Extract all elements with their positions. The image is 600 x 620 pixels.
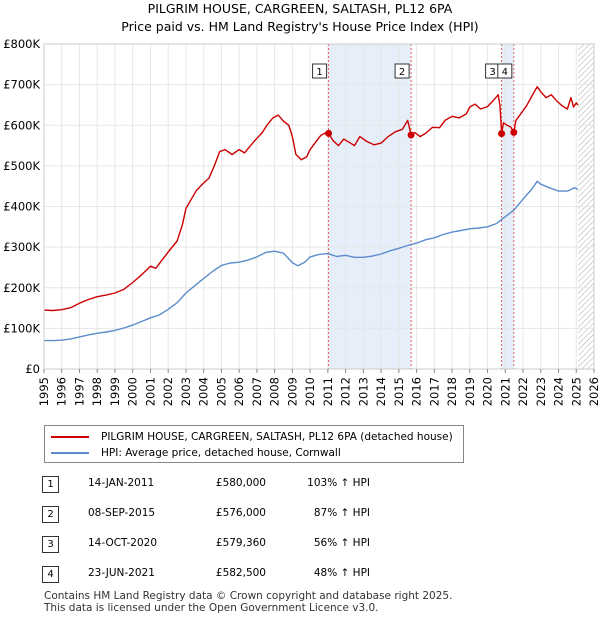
x-tick-label: 2016	[410, 377, 424, 406]
y-tick-label: £800K	[3, 37, 40, 51]
x-tick-label: 2002	[161, 377, 175, 406]
y-tick-label: £400K	[3, 200, 40, 214]
row-number-badge: 2	[42, 506, 59, 523]
table-row: 2 08-SEP-2015 £576,000 87% ↑ HPI	[42, 506, 442, 526]
x-tick-label: 2020	[481, 377, 495, 406]
x-tick-label: 2014	[374, 377, 388, 406]
legend-label-hpi: HPI: Average price, detached house, Corn…	[101, 446, 341, 459]
y-tick-label: £100K	[3, 321, 40, 335]
sale-label-number: 3	[489, 67, 495, 78]
x-tick-label: 2007	[250, 377, 264, 406]
x-tick-label: 2013	[356, 377, 370, 406]
x-tick-label: 2021	[498, 377, 512, 406]
row-price: £582,500	[215, 567, 266, 579]
sale-label-number: 2	[399, 67, 405, 78]
x-tick-label: 2011	[321, 377, 335, 406]
table-row: 4 23-JUN-2021 £582,500 48% ↑ HPI	[42, 566, 442, 586]
table-row: 1 14-JAN-2011 £580,000 103% ↑ HPI	[42, 476, 442, 496]
chart-title: PILGRIM HOUSE, CARGREEN, SALTASH, PL12 6…	[147, 1, 453, 16]
legend-item-property: PILGRIM HOUSE, CARGREEN, SALTASH, PL12 6…	[51, 429, 453, 444]
row-hpi-change: 103% ↑ HPI	[307, 477, 370, 489]
row-hpi-change: 48% ↑ HPI	[313, 567, 370, 579]
sale-point	[407, 131, 415, 139]
sale-label-box	[497, 63, 513, 79]
sale-point	[498, 130, 506, 138]
table-row: 3 14-OCT-2020 £579,360 56% ↑ HPI	[42, 536, 442, 556]
sale-point	[325, 129, 333, 137]
x-tick-label: 2003	[179, 377, 193, 406]
row-number-badge: 1	[42, 476, 59, 493]
x-tick-label: 1996	[55, 377, 69, 406]
row-hpi-change: 56% ↑ HPI	[313, 537, 370, 549]
x-tick-label: 2004	[197, 377, 211, 406]
row-price: £579,360	[215, 537, 266, 549]
row-number-badge: 3	[42, 536, 59, 553]
x-tick-label: 2010	[303, 377, 317, 406]
sale-label-number: 1	[316, 67, 322, 78]
hpi-line	[44, 180, 579, 342]
x-tick-label: 2012	[339, 377, 353, 406]
x-tick-label: 2009	[285, 377, 299, 406]
y-tick-label: £600K	[3, 118, 40, 132]
y-tick-label: £200K	[3, 281, 40, 295]
label-layer: £0 £100K £200K £300K £400K £500K £600K £700K £80…	[3, 37, 600, 406]
x-tick-label: 2019	[463, 377, 477, 406]
y-tick-label: £300K	[3, 240, 40, 254]
legend-swatch-hpi	[51, 451, 89, 454]
row-hpi-change: 87% ↑ HPI	[313, 507, 370, 519]
x-tick-label: 2024	[552, 377, 566, 406]
sale-point	[510, 128, 518, 136]
x-tick-label: 2017	[427, 377, 441, 406]
sale-label-box	[394, 63, 410, 79]
y-tick-label: £0	[25, 362, 40, 376]
y-tick-label: £500K	[3, 159, 40, 173]
legend: PILGRIM HOUSE, CARGREEN, SALTASH, PL12 6…	[44, 425, 464, 463]
x-tick-label: 2005	[214, 377, 228, 406]
row-date: 14-OCT-2020	[88, 537, 157, 549]
x-tick-label: 2006	[232, 377, 246, 406]
row-date: 23-JUN-2021	[88, 567, 155, 579]
x-tick-label: 2022	[516, 377, 530, 406]
footer: Contains HM Land Registry data © Crown c…	[44, 590, 452, 614]
footer-copyright: Contains HM Land Registry data © Crown c…	[44, 590, 453, 602]
series-layer	[44, 86, 579, 342]
x-tick-label: 2025	[569, 377, 583, 406]
x-tick-label: 1999	[108, 377, 122, 406]
sale-label-number: 4	[502, 67, 508, 78]
row-price: £576,000	[215, 507, 266, 519]
row-price: £580,000	[215, 477, 266, 489]
x-tick-label: 2023	[534, 377, 548, 406]
property-price-line	[44, 86, 579, 312]
x-tick-label: 2000	[126, 377, 140, 406]
x-tick-label: 2026	[587, 377, 600, 406]
y-tick-label: £700K	[3, 78, 40, 92]
row-date: 08-SEP-2015	[88, 507, 156, 519]
row-number-badge: 4	[42, 566, 59, 583]
legend-item-hpi: HPI: Average price, detached house, Corn…	[51, 445, 341, 460]
x-tick-label: 2015	[392, 377, 406, 406]
x-tick-label: 2001	[143, 377, 157, 406]
footer-licence: This data is licensed under the Open Gov…	[44, 602, 379, 614]
x-tick-label: 1997	[72, 377, 86, 406]
sale-label-box	[312, 63, 328, 79]
x-tick-label: 2018	[445, 377, 459, 406]
plot-border	[43, 43, 595, 370]
tick-layer	[43, 369, 595, 373]
x-tick-label: 1995	[37, 377, 51, 406]
x-tick-label: 2008	[268, 377, 282, 406]
row-date: 14-JAN-2011	[88, 477, 155, 489]
legend-label-property: PILGRIM HOUSE, CARGREEN, SALTASH, PL12 6…	[101, 430, 453, 443]
chart-subtitle: Price paid vs. HM Land Registry's House …	[121, 19, 479, 34]
x-tick-label: 1998	[90, 377, 104, 406]
legend-swatch-property	[51, 435, 89, 438]
